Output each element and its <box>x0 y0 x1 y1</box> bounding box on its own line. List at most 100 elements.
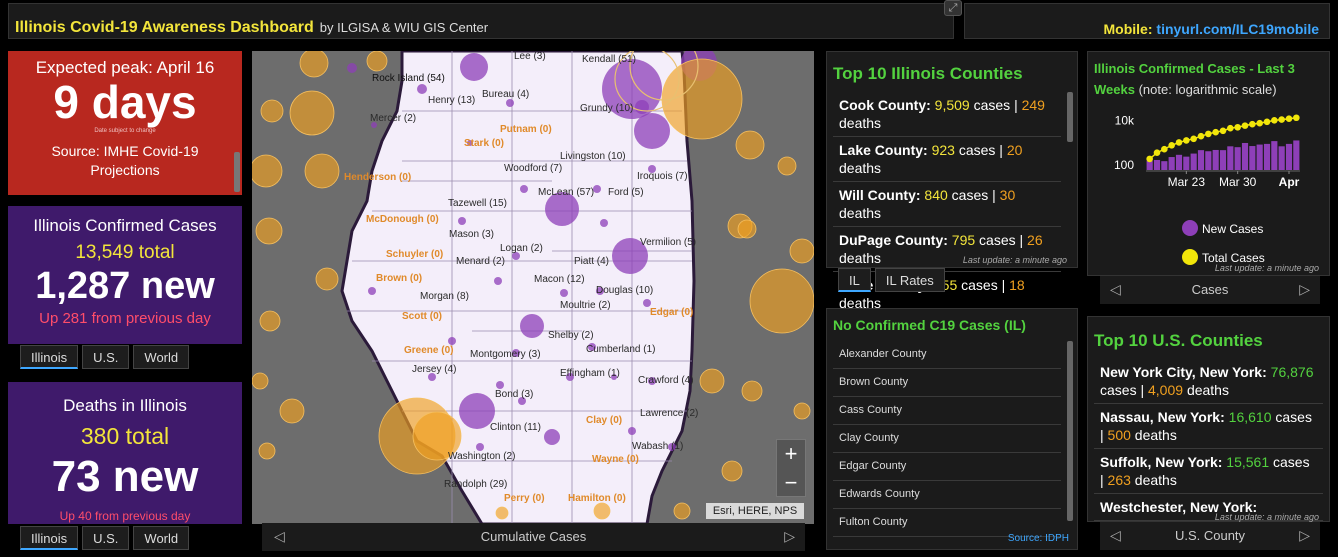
total-cases-point <box>1256 119 1263 127</box>
top10-il-row[interactable]: Cook County: 9,509 cases | 249 deaths <box>833 92 1061 137</box>
county-name: Will County: <box>839 187 921 203</box>
cases-total: 13,549 total <box>75 242 175 263</box>
tab-cases-illinois[interactable]: Illinois <box>20 345 79 369</box>
deaths-scope-tabs: Illinois U.S. World <box>20 526 190 550</box>
tab-cases-world[interactable]: World <box>133 345 190 369</box>
tab-il-rates[interactable]: IL Rates <box>874 268 945 292</box>
total-cases-point <box>1168 141 1175 149</box>
total-cases-point <box>1146 155 1153 163</box>
map-view[interactable]: Lee (3) Kendall (51) Rock Island (54) Henry… <box>252 51 814 524</box>
header-bar: Illinois Covid-19 Awareness Dashboard by … <box>8 3 954 39</box>
county-label: Wabash (1) <box>632 441 684 452</box>
new-cases-bar <box>1249 146 1256 170</box>
total-cases-point <box>1212 128 1219 136</box>
map-nav-label: Cumulative Cases <box>480 529 587 544</box>
cases-word: cases <box>973 97 1011 113</box>
top10-us-updated: Last update: a minute ago <box>1214 512 1319 522</box>
county-name: DuPage County: <box>839 232 948 248</box>
new-cases-bar <box>1146 160 1153 170</box>
county-label: McLean (57) <box>538 187 595 198</box>
new-cases-bar <box>1190 153 1197 170</box>
map-prev-icon[interactable]: ◁ <box>274 528 285 544</box>
y-tick-label: 100 <box>1114 158 1134 172</box>
tab-cases-us[interactable]: U.S. <box>82 345 130 369</box>
top10-us-row[interactable]: Westchester, New York: <box>1094 494 1323 521</box>
map-next-icon[interactable]: ▷ <box>784 528 795 544</box>
new-cases-bar <box>1256 144 1263 170</box>
no-confirmed-scrollbar[interactable] <box>1067 341 1073 521</box>
expand-icon[interactable]: ⤢ <box>944 0 962 16</box>
county-label: Moultrie (2) <box>560 300 611 311</box>
county-label: Clay (0) <box>586 415 623 426</box>
us-prev-icon[interactable]: ◁ <box>1110 527 1121 543</box>
top10-us-row[interactable]: Suffolk, New York: 15,561 cases | 263 de… <box>1094 449 1323 494</box>
us-next-icon[interactable]: ▷ <box>1299 527 1310 543</box>
x-tick-label: Mar 30 <box>1219 175 1257 189</box>
county-label: Henderson (0) <box>344 172 412 183</box>
total-cases-point <box>1153 149 1161 157</box>
chart-prev-icon[interactable]: ◁ <box>1110 281 1121 297</box>
peak-label: Expected peak: April 16 <box>35 58 215 77</box>
no-confirmed-item[interactable]: Alexander County <box>833 341 1061 369</box>
county-label: Kendall (51) <box>582 54 636 65</box>
chart-next-icon[interactable]: ▷ <box>1299 281 1310 297</box>
county-label: Bureau (4) <box>482 89 530 100</box>
peak-value: 9 days <box>53 76 197 128</box>
county-cases: 9,509 <box>934 97 970 113</box>
top10-us-row[interactable]: Nassau, New York: 16,610 cases | 500 dea… <box>1094 404 1323 449</box>
tab-il[interactable]: IL <box>838 268 871 292</box>
separator: | <box>992 187 996 203</box>
top10-il-row[interactable]: Will County: 840 cases | 30 deaths <box>833 182 1061 227</box>
source-link[interactable]: Source: IDPH <box>1007 533 1069 544</box>
top10-il-row[interactable]: DuPage County: 795 cases | 26 deaths <box>833 227 1061 272</box>
county-label: Bond (3) <box>495 389 534 400</box>
zoom-in-button[interactable]: + <box>784 441 798 466</box>
tab-deaths-us[interactable]: U.S. <box>82 526 130 550</box>
top10-il-row[interactable]: Lake County: 923 cases | 20 deaths <box>833 137 1061 182</box>
separator: | <box>1140 382 1145 398</box>
county-label: Crawford (4) <box>638 375 694 386</box>
no-confirmed-item[interactable]: Edgar County <box>833 453 1061 481</box>
top10-us-panel: Top 10 U.S. Counties New York City, New … <box>1087 316 1330 522</box>
county-label: Morgan (8) <box>420 291 469 302</box>
no-confirmed-item[interactable]: Edwards County <box>833 481 1061 509</box>
tab-deaths-world[interactable]: World <box>133 526 190 550</box>
app-subtitle: by ILGISA & WIU GIS Center <box>319 20 489 35</box>
total-cases-point <box>1197 132 1205 140</box>
total-cases-point <box>1234 123 1241 131</box>
no-confirmed-item[interactable]: Brown County <box>833 369 1061 397</box>
total-cases-point <box>1183 137 1190 144</box>
no-confirmed-list: Alexander County Brown County Cass County C… <box>833 341 1061 537</box>
zoom-out-button[interactable]: − <box>784 470 798 495</box>
no-confirmed-item[interactable]: Cass County <box>833 397 1061 425</box>
deaths-indicator: Deaths in Illinois 380 total 73 new Up 4… <box>8 382 242 524</box>
top10-il-updated: Last update: a minute ago <box>962 255 1067 265</box>
separator: | <box>999 142 1003 158</box>
top10-us-row[interactable]: New York City, New York: 76,876 cases | … <box>1094 359 1323 404</box>
legend-new-cases-label: New Cases <box>1202 222 1263 236</box>
il-chart-svg[interactable]: 10k 100 Mar 23 Mar 30 Apr New Cases Total Case… <box>1088 52 1331 277</box>
us-county-deaths: 500 <box>1107 427 1131 443</box>
cases-word: cases <box>979 232 1016 248</box>
map-canvas[interactable] <box>252 51 814 524</box>
new-cases-bar <box>1161 161 1168 170</box>
map-nav-bar: ◁ Cumulative Cases ▷ <box>262 523 805 551</box>
county-cases: 795 <box>951 232 976 248</box>
total-cases-point <box>1219 127 1227 135</box>
legend-new-cases-swatch <box>1182 220 1198 236</box>
mobile-link[interactable]: tinyurl.com/ILC19mobile <box>1156 21 1319 37</box>
il-chart-updated: Last update: a minute ago <box>1214 263 1319 273</box>
top10-il-scrollbar[interactable] <box>1067 92 1073 142</box>
no-confirmed-item[interactable]: Clay County <box>833 425 1061 453</box>
tab-deaths-illinois[interactable]: Illinois <box>20 526 79 550</box>
no-confirmed-item[interactable]: Fulton County <box>833 509 1061 537</box>
cases-word: cases <box>958 142 996 158</box>
us-county-deaths: 4,009 <box>1148 382 1184 398</box>
cases-indicator: Illinois Confirmed Cases 13,549 total 1,… <box>8 206 242 344</box>
separator: | <box>1001 277 1006 293</box>
new-cases-bar <box>1285 143 1293 170</box>
county-label: Montgomery (3) <box>470 349 541 360</box>
peak-scrollbar[interactable] <box>234 152 240 192</box>
cases-word: cases <box>1273 454 1310 470</box>
us-county-cases: 76,876 <box>1270 364 1314 380</box>
